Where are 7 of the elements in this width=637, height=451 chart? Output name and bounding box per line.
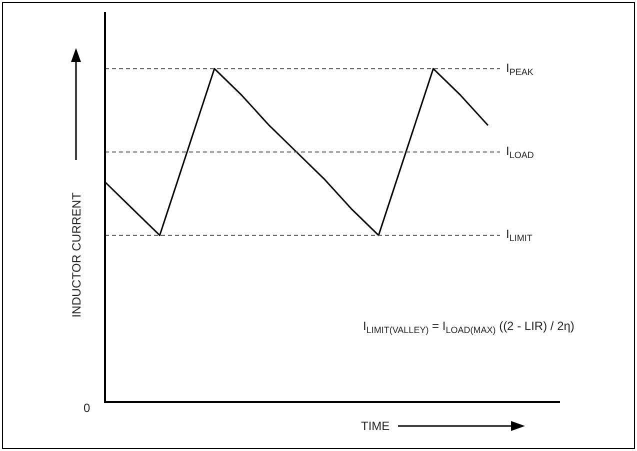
ref-line-label: I$_{LIMIT}$	[506, 227, 532, 244]
ref-line-label: I$_{LOAD}$	[506, 144, 534, 160]
x-axis-title: TIME	[361, 419, 390, 433]
y-axis-title: INDUCTOR CURRENT	[69, 192, 84, 318]
text: 0	[84, 401, 90, 415]
ref-line-label: I$_{PEAK}$	[506, 60, 534, 77]
annotation: I$_{LIMIT(VALLEY)}$ = I$_{LOAD(MAX)}$ ((2 - LIR) / 2η)	[363, 319, 574, 335]
